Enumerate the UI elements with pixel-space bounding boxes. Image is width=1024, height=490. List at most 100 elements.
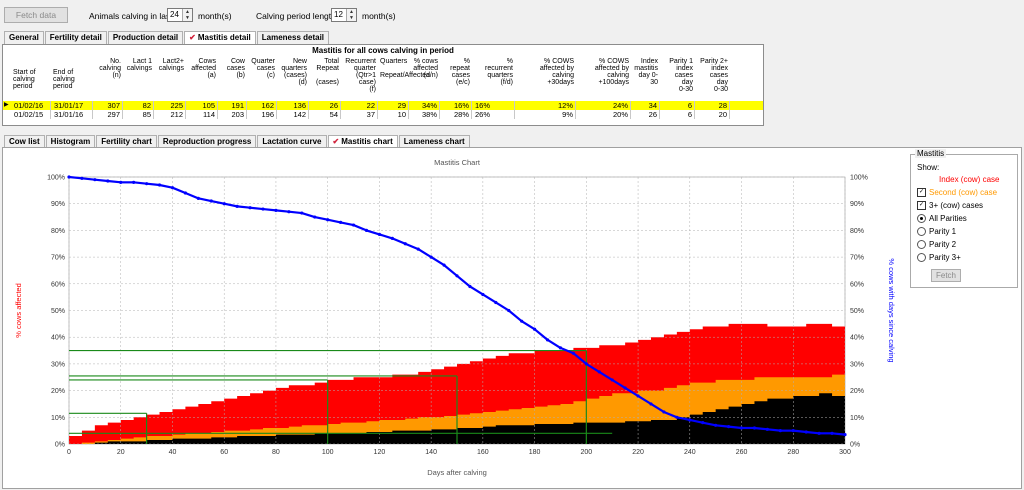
column-header[interactable]: % repeat cases (e/c) (450, 58, 470, 86)
checkbox-icon[interactable]: ✓ (917, 201, 926, 211)
column-header[interactable]: % COWS affected by calving +100days (594, 58, 629, 86)
calving-period-stepper[interactable]: 12 ▲ ▼ (331, 8, 357, 22)
mastitis-legend-group: Mastitis Show: Index (cow) case ✓ Second (… (910, 149, 1018, 288)
legend-item-parity-1[interactable]: Parity 1 (917, 227, 956, 237)
fetch-button[interactable]: Fetch (931, 269, 961, 282)
radio-icon[interactable] (917, 240, 926, 250)
column-header[interactable]: Index mastitis day 0-30 (634, 58, 658, 86)
legend-item-index-cow-case: Index (cow) case (939, 175, 999, 184)
y-tick-label-left: 20% (51, 388, 65, 395)
tab-label: Mastitis chart (341, 137, 393, 146)
series-days-since-calving-line (159, 183, 173, 189)
series-days-since-calving-line (262, 207, 277, 212)
radio-icon[interactable] (917, 227, 926, 237)
series-days-since-calving-line (650, 403, 665, 413)
y-tick-label-right: 90% (850, 201, 864, 208)
column-header[interactable]: New quarters (cases) (d) (281, 58, 307, 86)
tab-mastitis-chart[interactable]: ✔ Mastitis chart (327, 135, 398, 148)
column-header[interactable]: Quarter cases (c) (251, 58, 275, 79)
column-header[interactable]: % recurrent quarters (f/d) (484, 58, 513, 86)
legend-item-label: Index (cow) case (939, 175, 1000, 184)
series-days-since-calving-line (533, 328, 549, 341)
table-cell: 22 (341, 101, 378, 110)
legend-item-3-cow-cases[interactable]: ✓ 3+ (cow) cases (917, 201, 983, 211)
tab-fertility-chart[interactable]: Fertility chart (96, 135, 157, 148)
y-tick-label-right: 30% (850, 361, 864, 368)
y-tick-label-left: 40% (51, 335, 65, 342)
column-header[interactable]: No. calving (n) (99, 58, 121, 79)
y-tick-label-left: 10% (51, 415, 65, 422)
tab-label: Reproduction progress (162, 137, 252, 146)
column-header[interactable]: Lact 1 calvings (126, 58, 152, 72)
column-header[interactable]: End of calving period (53, 69, 75, 90)
column-header[interactable]: % COWS affected by calving +30days (539, 58, 574, 86)
table-cell: 31/01/16 (51, 110, 93, 119)
tab-fertility-detail[interactable]: Fertility detail (44, 31, 107, 44)
animals-calving-label: Animals calving in last (89, 11, 173, 21)
tab-lactation-curve[interactable]: Lactation curve (257, 135, 327, 148)
y-tick-label-left: 100% (47, 175, 65, 182)
table-cell: 225 (154, 101, 186, 110)
checkbox-icon[interactable]: ✓ (917, 188, 926, 198)
chart-title: Mastitis Chart (434, 158, 481, 167)
legend-group-title: Mastitis (915, 149, 947, 158)
series-days-since-calving-line (676, 416, 691, 422)
x-tick-label: 240 (684, 449, 696, 456)
legend-item-all-parities[interactable]: All Parities (917, 214, 967, 224)
legend-item-parity-2[interactable]: Parity 2 (917, 240, 956, 250)
tab-cow-list[interactable]: Cow list (4, 135, 45, 148)
column-header[interactable]: % cows affected (a/n) (413, 58, 438, 79)
tab-lameness-detail[interactable]: Lameness detail (256, 31, 330, 44)
animals-calving-stepper[interactable]: 24 ▲ ▼ (167, 8, 193, 22)
tab-label: Cow list (9, 137, 40, 146)
table-title: Mastitis for all cows calving in period (312, 46, 454, 55)
column-header[interactable]: Start of calving period (13, 69, 36, 90)
spin-arrows-icon[interactable]: ▲ ▼ (346, 9, 356, 21)
spin-arrows-icon[interactable]: ▲ ▼ (182, 9, 192, 21)
series-days-since-calving-line (146, 182, 160, 187)
series-days-since-calving-line (223, 202, 238, 208)
series-days-since-calving-line (702, 421, 716, 427)
tab-mastitis-detail[interactable]: ✔ Mastitis detail (184, 31, 256, 44)
table-cell: 01/02/15 (11, 110, 51, 119)
fetch-data-button[interactable]: Fetch data (4, 7, 68, 23)
legend-item-second-cow-case[interactable]: ✓ Second (cow) case (917, 188, 997, 198)
radio-icon[interactable] (917, 253, 926, 263)
tab-histogram[interactable]: Histogram (45, 135, 96, 148)
column-header[interactable]: Total Repeat (cases) (316, 58, 339, 86)
table-cell: 196 (247, 110, 277, 119)
column-header[interactable]: Cow cases (b) (226, 58, 245, 79)
tab-reproduction-progress[interactable]: Reproduction progress (157, 135, 257, 148)
x-tick-label: 260 (736, 449, 748, 456)
series-days-since-calving-line (417, 248, 432, 259)
x-tick-label: 180 (529, 449, 541, 456)
table-row[interactable]: 01/02/15 31/01/16 297 85 212 114 203 196 142 54 37… (3, 110, 763, 119)
series-days-since-calving-line (546, 338, 562, 349)
tab-label: Histogram (50, 137, 91, 146)
column-header[interactable]: Quarters Repeat/Affected (380, 58, 431, 79)
tab-general[interactable]: General (4, 31, 44, 44)
table-cell: 203 (218, 110, 247, 119)
column-header[interactable]: Lact2+ calvings (158, 58, 184, 72)
column-header[interactable]: Parity 1 index cases day 0-30 (669, 58, 693, 93)
column-header[interactable]: Cows affected (a) (191, 58, 216, 79)
series-days-since-calving-line (469, 285, 484, 296)
series-days-since-calving-point (843, 433, 847, 437)
x-tick-label: 220 (632, 449, 644, 456)
legend-item-parity-3[interactable]: Parity 3+ (917, 253, 961, 263)
series-days-since-calving-line (237, 205, 251, 209)
tab-production-detail[interactable]: Production detail (107, 31, 184, 44)
table-cell: 114 (186, 110, 218, 119)
series-days-since-calving-line (301, 211, 316, 219)
tab-lameness-chart[interactable]: Lameness chart (398, 135, 470, 148)
table-cell: 29 (378, 101, 409, 110)
series-days-since-calving-line (172, 186, 186, 195)
radio-icon[interactable] (917, 214, 926, 224)
column-header[interactable]: Recurrent quarter (Qtr>1 case) (f) (345, 58, 376, 93)
series-days-since-calving-line (831, 432, 846, 436)
series-days-since-calving-line (68, 175, 83, 180)
table-row[interactable]: ▶ 01/02/16 31/01/17 307 82 225 105 191 162 136 26 2… (3, 101, 763, 110)
column-header[interactable]: Parity 2+ index cases day 0-30 (700, 58, 728, 93)
table-cell: 142 (277, 110, 309, 119)
x-tick-label: 80 (272, 449, 280, 456)
